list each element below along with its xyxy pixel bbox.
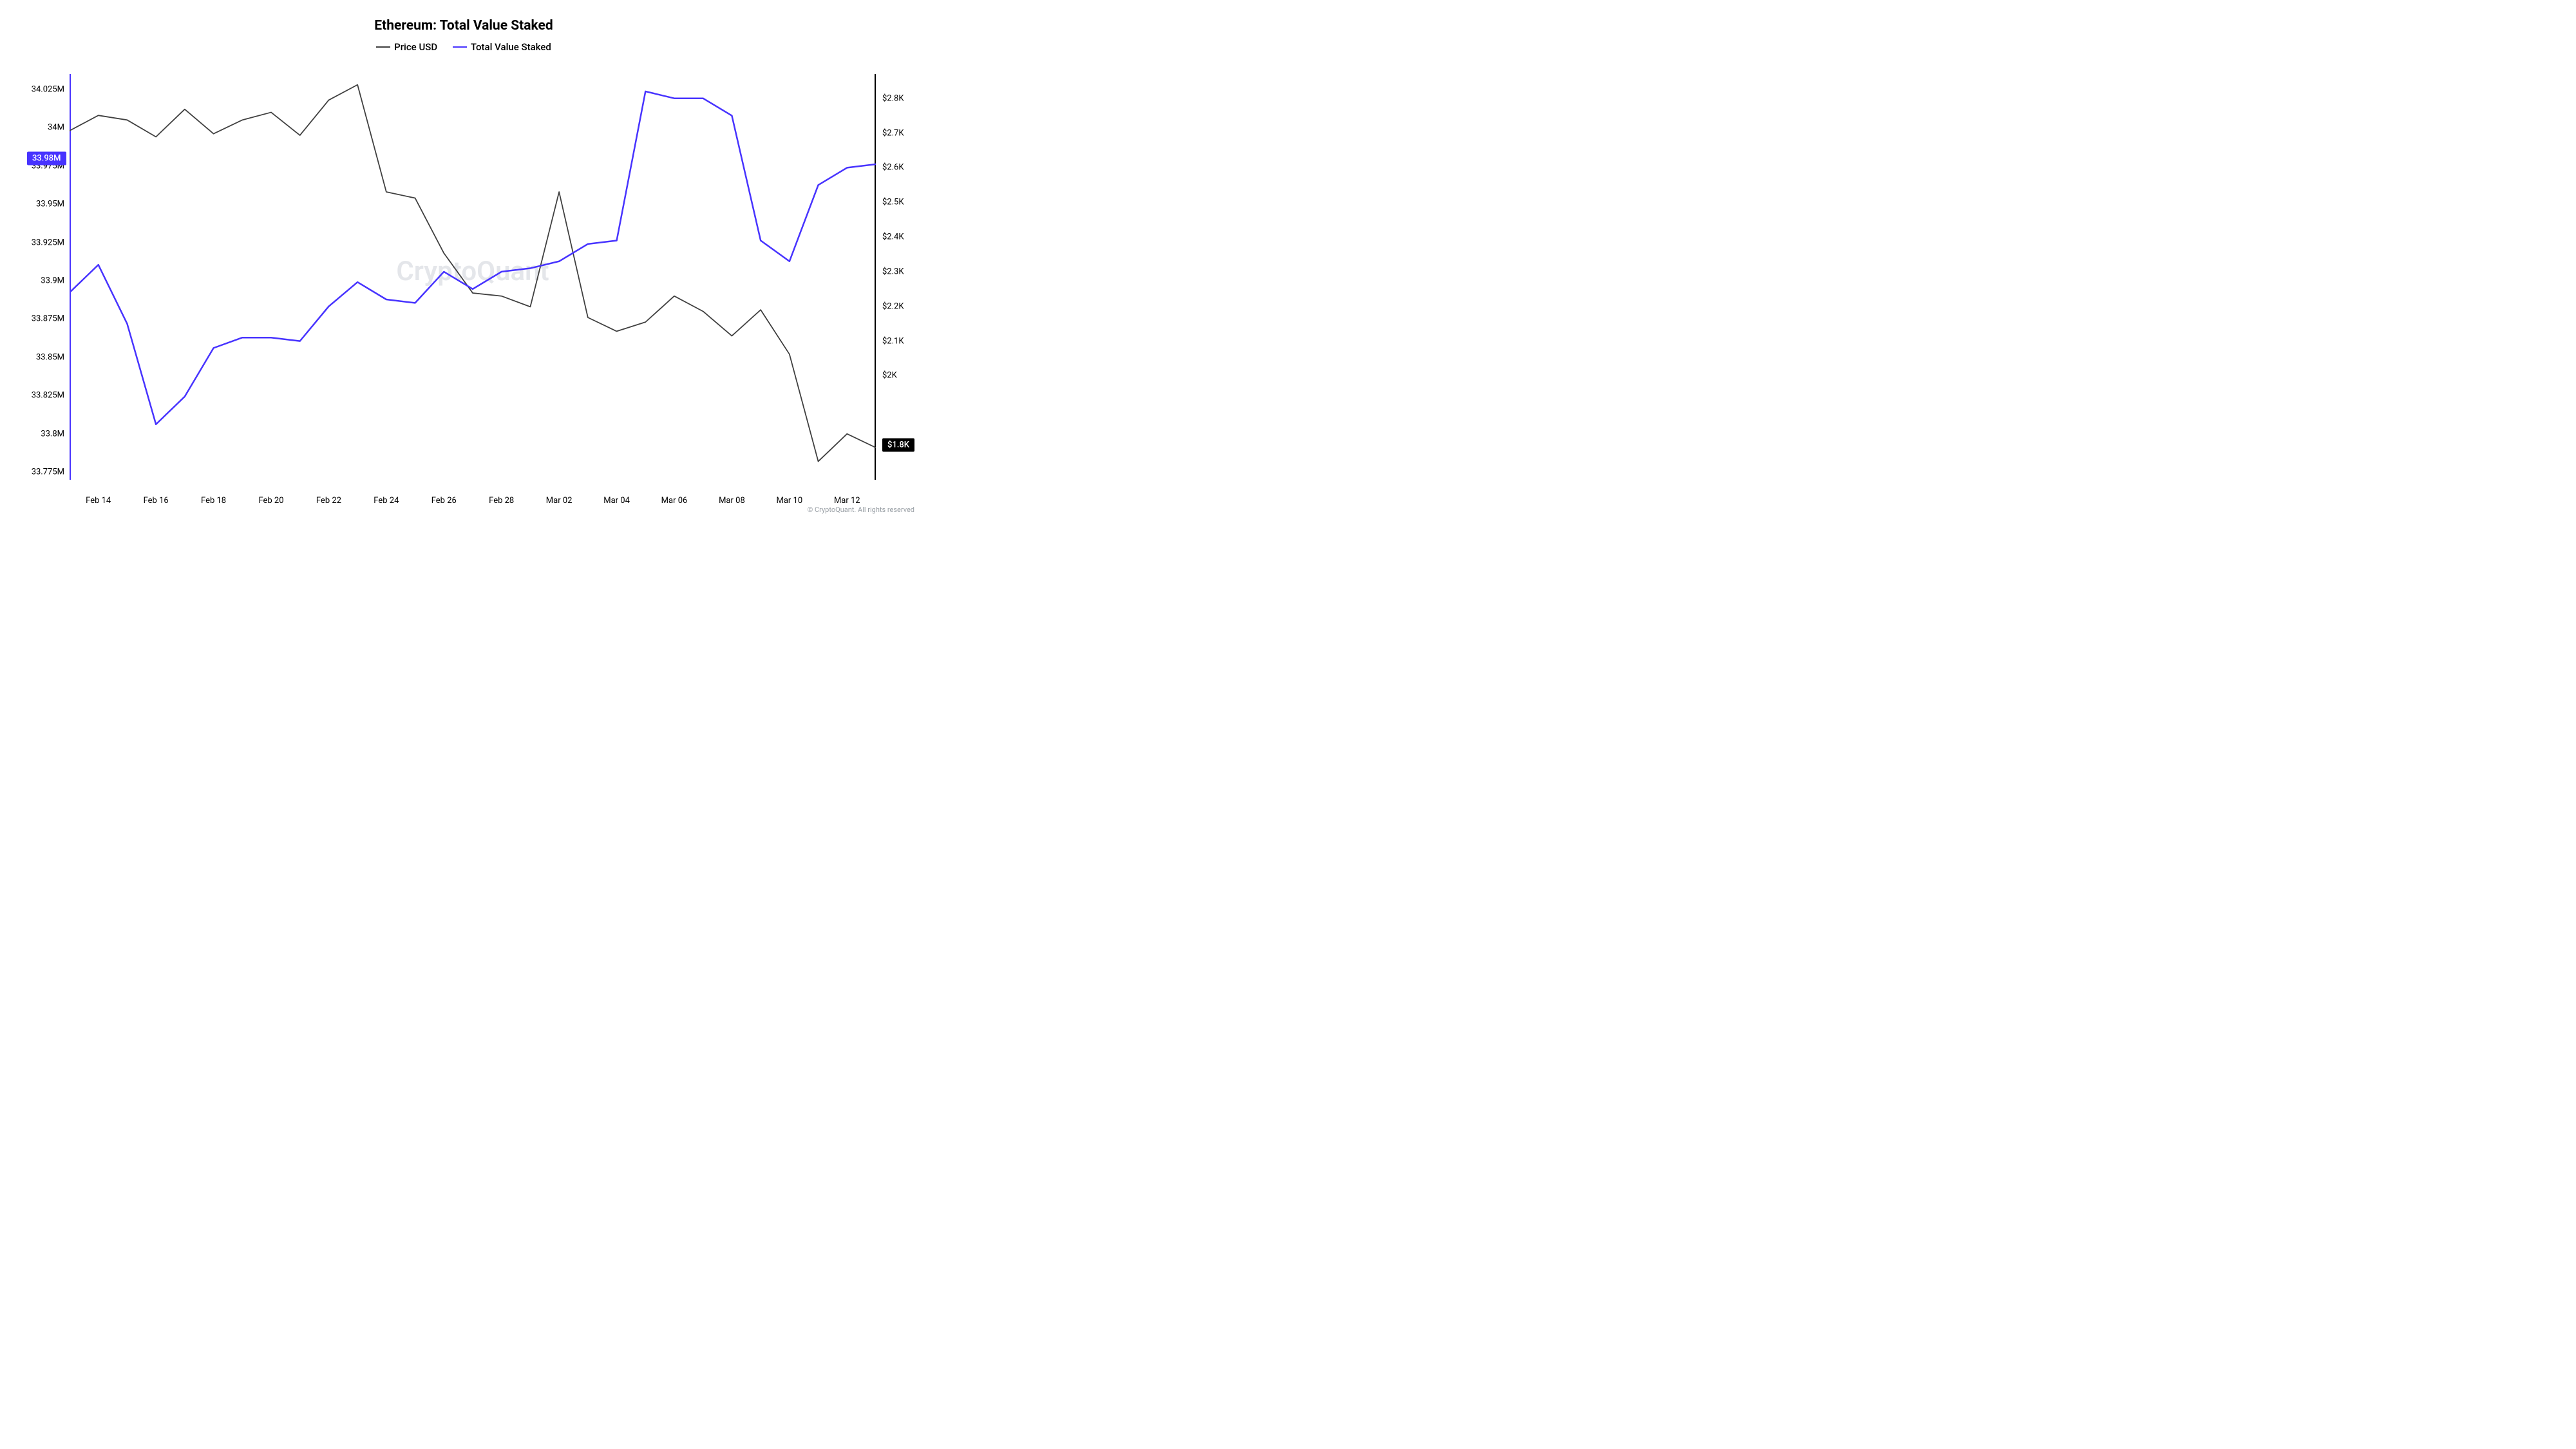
x-tick-label: Mar 12 bbox=[834, 496, 860, 506]
y-left-tick-label: 33.775M bbox=[0, 468, 64, 477]
y-right-tick-label: $2.6K bbox=[882, 163, 927, 173]
x-tick-label: Feb 18 bbox=[201, 496, 226, 506]
y-left-tick-label: 33.875M bbox=[0, 314, 64, 324]
legend-item-price[interactable]: Price USD bbox=[376, 41, 437, 53]
legend-swatch-staked bbox=[453, 46, 467, 48]
chart-svg: CryptoQuant bbox=[70, 74, 876, 480]
chart-container: Ethereum: Total Value Staked Price USD T… bbox=[0, 0, 927, 522]
y-left-tick-label: 33.95M bbox=[0, 200, 64, 209]
y-right-tick-label: $2.2K bbox=[882, 301, 927, 311]
legend-label-price: Price USD bbox=[394, 41, 437, 53]
y-right-tick-label: $2.3K bbox=[882, 267, 927, 276]
x-tick-label: Mar 04 bbox=[603, 496, 630, 506]
x-tick-label: Feb 28 bbox=[489, 496, 514, 506]
y-right-tick-label: $2.1K bbox=[882, 336, 927, 346]
x-tick-label: Feb 22 bbox=[316, 496, 341, 506]
copyright-text: © CryptoQuant. All rights reserved bbox=[808, 506, 914, 514]
y-right-tick-label: $2.4K bbox=[882, 232, 927, 242]
x-tick-label: Mar 02 bbox=[546, 496, 573, 506]
y-right-tick-label: $2.8K bbox=[882, 93, 927, 103]
x-tick-label: Mar 10 bbox=[777, 496, 803, 506]
y-right-tick-label: $2.5K bbox=[882, 198, 927, 207]
legend-item-staked[interactable]: Total Value Staked bbox=[453, 41, 551, 53]
y-right-tick-label: $2K bbox=[882, 371, 927, 381]
y-left-tick-label: 33.925M bbox=[0, 238, 64, 247]
y-left-tick-label: 33.9M bbox=[0, 276, 64, 285]
legend-label-staked: Total Value Staked bbox=[471, 41, 551, 53]
x-tick-label: Feb 16 bbox=[144, 496, 169, 506]
x-tick-label: Feb 26 bbox=[431, 496, 457, 506]
chart-title: Ethereum: Total Value Staked bbox=[0, 0, 927, 33]
y-left-tick-label: 33.85M bbox=[0, 352, 64, 362]
y-axis-left-labels: 33.775M 33.8M 33.825M 33.85M 33.875M 33.9M 33.… bbox=[0, 74, 64, 480]
y-left-current-badge: 33.98M bbox=[27, 151, 66, 165]
y-left-tick-label: 33.8M bbox=[0, 429, 64, 439]
y-left-tick-label: 34.025M bbox=[0, 84, 64, 94]
x-tick-label: Feb 14 bbox=[86, 496, 111, 506]
y-left-tick-label: 33.825M bbox=[0, 391, 64, 401]
x-tick-label: Mar 08 bbox=[719, 496, 745, 506]
y-left-tick-label: 34M bbox=[0, 123, 64, 133]
x-tick-label: Feb 24 bbox=[374, 496, 399, 506]
y-right-tick-label: $2.7K bbox=[882, 128, 927, 138]
x-tick-label: Mar 06 bbox=[661, 496, 688, 506]
chart-plot-area: CryptoQuant bbox=[70, 74, 876, 480]
legend-swatch-price bbox=[376, 46, 390, 48]
x-tick-label: Feb 20 bbox=[258, 496, 283, 506]
chart-legend: Price USD Total Value Staked bbox=[0, 39, 927, 53]
y-axis-right-labels: $1.8K $2K $2.1K $2.2K $2.3K $2.4K $2.5K $2.6K $2… bbox=[882, 74, 927, 480]
y-right-current-badge: $1.8K bbox=[882, 439, 914, 452]
watermark-text: CryptoQuant bbox=[396, 256, 549, 287]
